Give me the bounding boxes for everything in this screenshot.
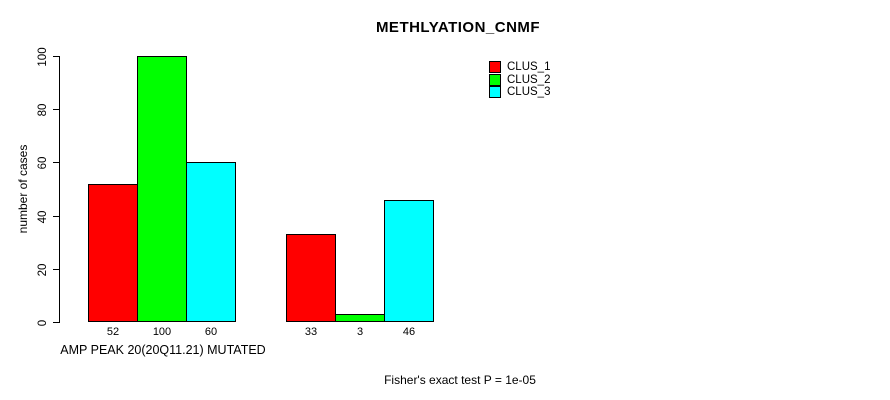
bar-clus_2 [137,56,187,322]
y-tick-mark [53,109,59,110]
legend-item-label: CLUS_1 [507,61,551,74]
y-tick-label: 0 [37,319,49,326]
bar-clus_1 [286,234,336,322]
legend-color-swatch [489,61,501,74]
bar-clus_3 [384,200,434,322]
y-tick-label: 40 [37,210,49,223]
bar-clus_3 [186,162,236,322]
y-tick-mark [53,216,59,217]
bar-value-label: 52 [106,326,120,338]
legend-item: CLUS_3 [489,86,550,99]
y-tick-label: 60 [37,156,49,169]
x-axis-label: AMP PEAK 20(20Q11.21) MUTATED [60,343,266,357]
chart-title: METHLYATION_CNMF [375,19,541,36]
bar-value-label: 60 [204,326,218,338]
legend-item-label: CLUS_2 [507,73,551,86]
y-tick-label: 20 [37,263,49,276]
bar-value-label: 33 [304,326,318,338]
legend-item: CLUS_1 [489,61,550,74]
legend-color-swatch [489,86,501,99]
bar-clus_1 [88,184,138,322]
y-axis-label: number of cases [16,144,30,234]
legend-item-label: CLUS_3 [507,86,551,99]
y-tick-mark [53,269,59,270]
y-tick-label: 100 [37,46,49,67]
bar-clus_2 [335,314,385,322]
y-tick-mark [53,56,59,57]
y-tick-mark [53,322,59,323]
y-axis-line [59,56,60,323]
y-tick-label: 80 [37,103,49,116]
legend: CLUS_1 CLUS_2 CLUS_3 [489,61,550,99]
legend-item: CLUS_2 [489,73,551,87]
legend-color-swatch [489,73,501,86]
bar-value-label: 46 [402,326,416,338]
fisher-test-annotation: Fisher's exact test P = 1e-05 [384,373,536,387]
bar-value-label: 100 [152,326,172,338]
y-tick-mark [53,162,59,163]
bar-value-label: 3 [356,326,364,338]
